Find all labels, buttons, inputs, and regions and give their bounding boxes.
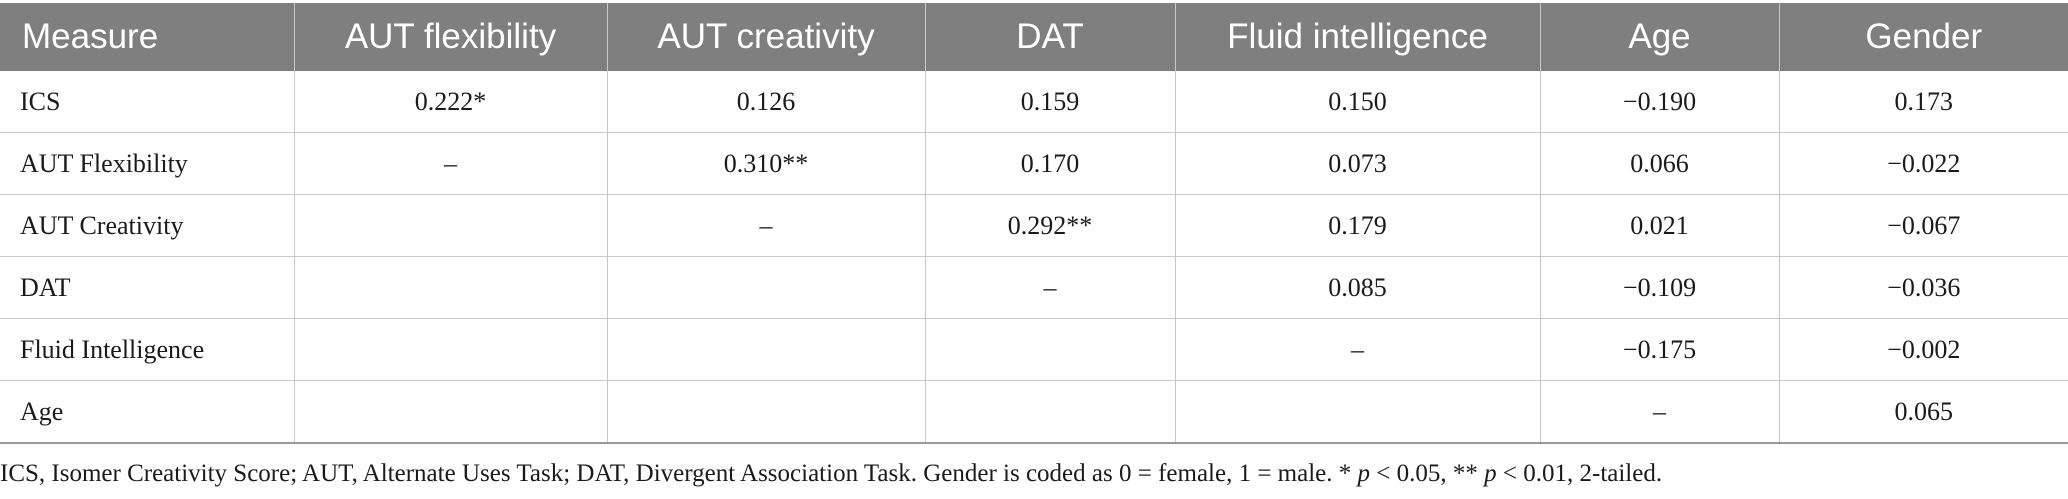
table-row: Age – 0.065 xyxy=(0,380,2068,444)
table-row: AUT Creativity – 0.292** 0.179 0.021 −0.… xyxy=(0,194,2068,257)
table-row: DAT – 0.085 −0.109 −0.036 xyxy=(0,256,2068,319)
table-cell: 0.066 xyxy=(1540,132,1780,195)
table-cell: −0.022 xyxy=(1779,132,2068,195)
table-cell: – xyxy=(1175,318,1541,381)
table-cell: 0.292** xyxy=(925,194,1176,257)
table-row: Fluid Intelligence – −0.175 −0.002 xyxy=(0,318,2068,381)
footnote-p-symbol: p xyxy=(1484,460,1497,487)
footnote-text-a: ICS, Isomer Creativity Score; AUT, Alter… xyxy=(0,460,1358,487)
row-label: ICS xyxy=(0,71,295,133)
row-label: AUT Flexibility xyxy=(0,132,295,195)
table-cell: 0.085 xyxy=(1175,256,1541,319)
table-cell xyxy=(294,380,608,444)
correlation-table: Measure AUT flexibility AUT creativity D… xyxy=(0,3,2068,444)
table-cell: 0.170 xyxy=(925,132,1176,195)
table-cell: – xyxy=(925,256,1176,319)
table-cell: −0.109 xyxy=(1540,256,1780,319)
table-cell: 0.126 xyxy=(607,71,926,133)
table-cell: −0.067 xyxy=(1779,194,2068,257)
header-dat: DAT xyxy=(925,3,1176,71)
table-cell: 0.021 xyxy=(1540,194,1780,257)
table-cell: 0.179 xyxy=(1175,194,1541,257)
table-row: AUT Flexibility – 0.310** 0.170 0.073 0.… xyxy=(0,132,2068,195)
table-cell: −0.190 xyxy=(1540,71,1780,133)
table-header-row: Measure AUT flexibility AUT creativity D… xyxy=(0,3,2068,71)
table-cell: 0.150 xyxy=(1175,71,1541,133)
row-label: DAT xyxy=(0,256,295,319)
table-cell: 0.222* xyxy=(294,71,608,133)
header-fluid-intelligence: Fluid intelligence xyxy=(1175,3,1541,71)
footnote-p-symbol: p xyxy=(1357,460,1371,487)
header-measure: Measure xyxy=(0,3,295,71)
table-cell xyxy=(925,380,1176,444)
table-cell: −0.002 xyxy=(1779,318,2068,381)
header-aut-creativity: AUT creativity xyxy=(607,3,926,71)
footnote-text-b: < 0.05, ** xyxy=(1370,460,1485,487)
row-label: Age xyxy=(0,380,295,444)
table-cell xyxy=(294,194,608,257)
table-cell: 0.159 xyxy=(925,71,1176,133)
table-cell: 0.073 xyxy=(1175,132,1541,195)
table-cell xyxy=(607,256,926,319)
table-cell xyxy=(1175,380,1541,444)
header-gender: Gender xyxy=(1779,3,2068,71)
table-row: ICS 0.222* 0.126 0.159 0.150 −0.190 0.17… xyxy=(0,71,2068,133)
correlation-table-container: Measure AUT flexibility AUT creativity D… xyxy=(0,3,2068,444)
table-cell: 0.065 xyxy=(1779,380,2068,444)
table-cell: −0.175 xyxy=(1540,318,1780,381)
header-age: Age xyxy=(1540,3,1780,71)
header-aut-flexibility: AUT flexibility xyxy=(294,3,608,71)
table-cell xyxy=(294,318,608,381)
table-cell: 0.310** xyxy=(607,132,926,195)
table-cell: – xyxy=(607,194,926,257)
table-cell: −0.036 xyxy=(1779,256,2068,319)
table-cell xyxy=(607,380,926,444)
footnote-text-c: < 0.01, 2-tailed. xyxy=(1496,460,1663,487)
table-footnote: ICS, Isomer Creativity Score; AUT, Alter… xyxy=(0,460,2068,488)
table-cell xyxy=(294,256,608,319)
row-label: Fluid Intelligence xyxy=(0,318,295,381)
table-cell: – xyxy=(1540,380,1780,444)
table-cell xyxy=(607,318,926,381)
table-cell: – xyxy=(294,132,608,195)
table-cell: 0.173 xyxy=(1779,71,2068,133)
table-cell xyxy=(925,318,1176,381)
row-label: AUT Creativity xyxy=(0,194,295,257)
